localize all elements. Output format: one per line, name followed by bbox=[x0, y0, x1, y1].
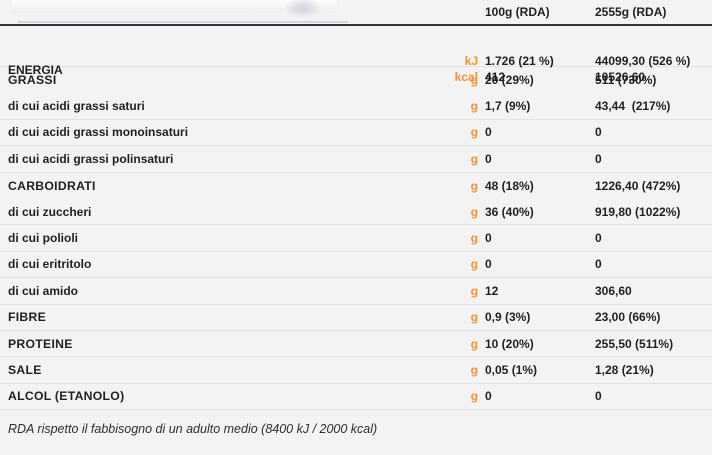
value-100g-kj: 1.726 (21 %) bbox=[485, 54, 554, 68]
value-2555g: 0 bbox=[595, 389, 602, 404]
value-2555g-kcal: 10526,60 bbox=[595, 69, 646, 84]
row-label: PROTEINE bbox=[8, 336, 73, 351]
row-unit: g bbox=[470, 231, 478, 246]
value-2555g: 511 (730%) bbox=[595, 73, 657, 88]
value-100g: 0 bbox=[485, 125, 492, 140]
rda-footnote: RDA rispetto il fabbisogno di un adulto … bbox=[8, 422, 378, 437]
value-100g: 1,7 (9%) bbox=[485, 99, 531, 114]
value-2555g: 1,28 (21%) bbox=[595, 362, 654, 377]
row-label: di cui acidi grassi saturi bbox=[8, 99, 145, 114]
row-acidi-grassi-polinsaturi: di cui acidi grassi polinsaturi g 0 0 bbox=[0, 146, 712, 173]
row-unit: g bbox=[470, 204, 478, 219]
header-divider bbox=[0, 23, 712, 26]
value-2555g: 0 bbox=[595, 125, 602, 140]
row-label: di cui polioli bbox=[8, 231, 78, 246]
row-acidi-grassi-saturi: di cui acidi grassi saturi g 1,7 (9%) 43… bbox=[0, 93, 712, 120]
value-100g: 48 (18%) bbox=[485, 178, 534, 193]
value-100g: 10 (20%) bbox=[485, 336, 534, 351]
row-acidi-grassi-monoinsaturi: di cui acidi grassi monoinsaturi g 0 0 bbox=[0, 120, 712, 147]
row-amido: di cui amido g 12 306,60 bbox=[0, 278, 712, 305]
value-2555g: 0 bbox=[595, 151, 602, 166]
value-2555g: 1226,40 (472%) bbox=[595, 178, 681, 193]
row-unit: g bbox=[470, 125, 478, 140]
value-100g: 0,9 (3%) bbox=[485, 310, 531, 325]
row-proteine: PROTEINE g 10 (20%) 255,50 (511%) bbox=[0, 331, 712, 358]
column-header-2555g: 2555g (RDA) bbox=[595, 4, 667, 19]
value-2555g-kj: 44099,30 (526 %) bbox=[595, 54, 691, 68]
row-energia: ENERGIA kJ kcal 1.726 (21 %) 412 44099,3… bbox=[0, 26, 712, 84]
row-polioli: di cui polioli g 0 0 bbox=[0, 225, 712, 252]
row-eritritolo: di cui eritritolo g 0 0 bbox=[0, 252, 712, 279]
row-sale: SALE g 0,05 (1%) 1,28 (21%) bbox=[0, 357, 712, 384]
row-label: GRASSI bbox=[8, 73, 57, 88]
row-grassi: GRASSI g 20 (29%) 511 (730%) bbox=[0, 67, 712, 93]
row-zuccheri: di cui zuccheri g 36 (40%) 919,80 (1022%… bbox=[0, 199, 712, 226]
cropped-photo-artifact bbox=[12, 0, 337, 13]
row-label: SALE bbox=[8, 362, 42, 377]
value-2555g: 0 bbox=[595, 231, 602, 246]
value-2555g: 306,60 bbox=[595, 283, 632, 298]
value-100g: 36 (40%) bbox=[485, 204, 534, 219]
row-label: di cui acidi grassi polinsaturi bbox=[8, 151, 174, 166]
row-unit: g bbox=[470, 283, 478, 298]
row-label: di cui zuccheri bbox=[8, 204, 92, 219]
row-alcol-etanolo: ALCOL (ETANOLO) g 0 0 bbox=[0, 384, 712, 411]
row-unit: g bbox=[470, 257, 478, 272]
row-label: ALCOL (ETANOLO) bbox=[8, 389, 125, 404]
unit-kcal: kcal bbox=[454, 69, 478, 84]
row-unit: g bbox=[470, 310, 478, 325]
row-unit: g bbox=[470, 73, 478, 88]
row-fibre: FIBRE g 0,9 (3%) 23,00 (66%) bbox=[0, 305, 712, 331]
value-100g: 20 (29%) bbox=[485, 73, 534, 88]
row-label: FIBRE bbox=[8, 310, 47, 325]
row-carboidrati: CARBOIDRATI g 48 (18%) 1226,40 (472%) bbox=[0, 173, 712, 199]
value-100g: 0 bbox=[485, 151, 492, 166]
row-label: di cui eritritolo bbox=[8, 257, 92, 272]
row-unit: g bbox=[470, 151, 478, 166]
row-label: ENERGIA bbox=[8, 62, 63, 77]
row-unit: g bbox=[470, 389, 478, 404]
value-2555g: 255,50 (511%) bbox=[595, 336, 674, 351]
row-unit: g bbox=[470, 99, 478, 114]
row-unit: g bbox=[470, 336, 478, 351]
value-100g: 0 bbox=[485, 389, 492, 404]
cropped-photo-edge bbox=[18, 21, 348, 23]
value-100g: 0 bbox=[485, 257, 492, 272]
value-100g: 12 bbox=[485, 283, 499, 298]
value-2555g: 919,80 (1022%) bbox=[595, 204, 681, 219]
value-2555g: 43,44 (217%) bbox=[595, 99, 671, 114]
row-unit: g bbox=[470, 178, 478, 193]
value-100g: 0,05 (1%) bbox=[485, 362, 538, 377]
value-100g: 0 bbox=[485, 231, 492, 246]
value-2555g: 23,00 (66%) bbox=[595, 310, 661, 325]
row-unit: g bbox=[470, 362, 478, 377]
cropped-photo-smudge bbox=[284, 0, 322, 19]
value-100g-kcal: 412 bbox=[485, 69, 506, 84]
row-label: di cui acidi grassi monoinsaturi bbox=[8, 125, 189, 140]
value-2555g: 0 bbox=[595, 257, 602, 272]
column-header-100g: 100g (RDA) bbox=[485, 4, 550, 19]
column-header-row: 100g (RDA) 2555g (RDA) bbox=[0, 0, 712, 24]
row-label: CARBOIDRATI bbox=[8, 178, 96, 193]
row-label: di cui amido bbox=[8, 283, 79, 298]
unit-kj: kJ bbox=[464, 54, 478, 68]
